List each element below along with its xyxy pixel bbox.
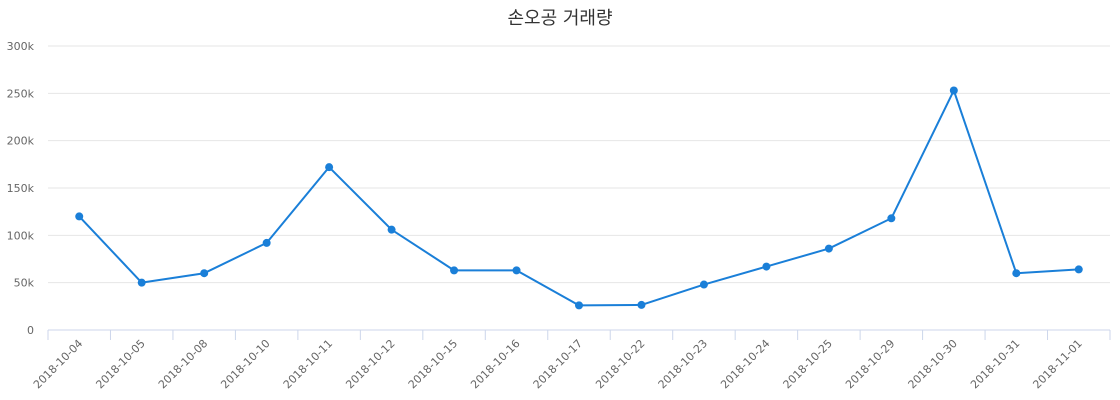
data-point[interactable]: [200, 269, 209, 278]
y-axis: 0 50k 100k 150k 200k 250k 300k: [7, 40, 35, 337]
data-point[interactable]: [325, 163, 334, 172]
y-tick-label: 250k: [7, 87, 35, 100]
data-point[interactable]: [637, 300, 646, 309]
data-point[interactable]: [949, 86, 958, 95]
x-tick-label: 2018-10-12: [343, 337, 397, 391]
data-point[interactable]: [762, 262, 771, 271]
x-tick-label: 2018-10-11: [281, 337, 335, 391]
data-point[interactable]: [137, 278, 146, 287]
x-tick-label: 2018-10-31: [968, 337, 1022, 391]
x-tick-label: 2018-10-08: [156, 337, 210, 391]
x-tick-label: 2018-10-15: [406, 337, 460, 391]
x-tick-label: 2018-10-16: [468, 337, 522, 391]
series-line: [78, 89, 1080, 307]
data-point[interactable]: [824, 244, 833, 253]
y-tick-label: 50k: [14, 277, 35, 290]
x-tick-label: 2018-10-23: [656, 337, 710, 391]
series-layer: [75, 86, 1083, 310]
data-point[interactable]: [575, 301, 583, 310]
y-tick-label: 200k: [7, 135, 35, 148]
y-tick-label: 100k: [7, 229, 35, 242]
x-tick-label: 2018-10-25: [781, 337, 835, 391]
x-tick-label: 2018-10-05: [93, 337, 147, 391]
x-tick-label: 2018-10-17: [531, 337, 585, 391]
data-point[interactable]: [1012, 269, 1021, 278]
x-tick-label: 2018-11-01: [1030, 337, 1084, 391]
x-tick-label: 2018-10-04: [31, 337, 85, 391]
data-point[interactable]: [699, 280, 708, 289]
x-tick-label: 2018-10-29: [843, 337, 897, 391]
x-tick-label: 2018-10-10: [218, 337, 272, 391]
x-tick-label: 2018-10-30: [906, 337, 960, 391]
y-tick-label: 150k: [7, 182, 35, 195]
data-point[interactable]: [75, 212, 84, 221]
data-point[interactable]: [387, 225, 396, 234]
grid-lines: [48, 45, 1110, 284]
y-tick-label: 300k: [7, 40, 35, 53]
data-point[interactable]: [262, 238, 271, 247]
chart-title: 손오공 거래량: [507, 8, 612, 29]
y-tick-label: 0: [27, 324, 34, 337]
data-point[interactable]: [450, 266, 459, 275]
x-axis: 2018-10-04 2018-10-05 2018-10-08 2018-10-10…: [31, 329, 1111, 391]
data-point[interactable]: [1074, 265, 1083, 274]
data-point[interactable]: [887, 214, 896, 223]
x-tick-label: 2018-10-22: [593, 337, 647, 391]
data-point[interactable]: [512, 266, 521, 275]
x-tick-label: 2018-10-24: [718, 337, 772, 391]
